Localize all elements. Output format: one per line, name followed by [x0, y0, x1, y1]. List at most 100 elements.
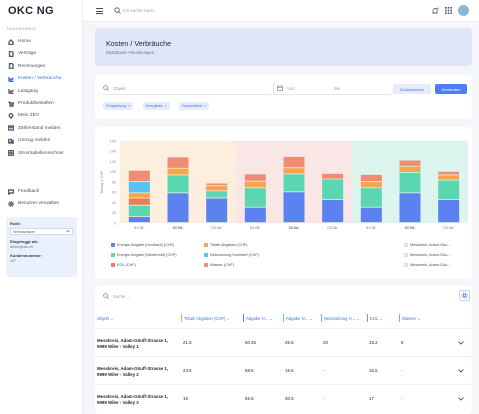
legend-item[interactable]: Energie Abgabe (Niedertarif) (CHF)	[111, 253, 177, 257]
filter-chip[interactable]: Gruppierung ×	[103, 102, 134, 110]
bar-segment	[399, 172, 421, 193]
close-icon[interactable]: ×	[203, 104, 207, 108]
close-icon[interactable]: ×	[164, 104, 167, 108]
value-cell: 17	[369, 396, 374, 401]
top-bar: Ich suche nach...	[83, 0, 479, 22]
chevron-down-icon	[66, 230, 70, 233]
value-cell: 15.2	[369, 340, 378, 345]
legend-item-group[interactable]: Messkreis, Adam-Göu...	[404, 253, 451, 257]
chevron-down-icon[interactable]	[458, 397, 464, 401]
global-search-input[interactable]: Ich suche nach...	[123, 8, 158, 13]
table-settings-button[interactable]	[459, 290, 470, 301]
sidebar-item-label: Lastgang	[18, 88, 38, 94]
chevron-down-icon[interactable]	[458, 369, 464, 373]
legend-item[interactable]: Totale Abgaben (CHF)	[204, 243, 248, 247]
sidebar-item-kosten-verbr-uche[interactable]: Kosten / Verbräuche	[4, 73, 80, 84]
legend-item[interactable]: Netznutzung Hochtarif (CHF)	[204, 253, 259, 257]
x-tick-label: 02.08.	[405, 226, 416, 230]
legend-item-group[interactable]: Messkreis, Adam-Göu...	[404, 263, 451, 267]
bar-segment	[283, 174, 305, 192]
filter-chip[interactable]: Energieart ×	[143, 102, 170, 110]
menu-icon[interactable]	[96, 8, 103, 15]
sidebar-item-feedback[interactable]: Feedback	[4, 186, 80, 197]
value-cell: 60.45	[245, 340, 256, 345]
reset-button[interactable]: Zurücksetzen	[393, 84, 431, 94]
sidebar-item-benutzer-verwalten[interactable]: Benutzer verwalten	[4, 198, 80, 209]
y-tick-label: 20	[112, 211, 116, 215]
apply-button[interactable]: Anwenden	[435, 84, 467, 94]
bar-segment	[399, 193, 421, 223]
value-cell: 20	[323, 340, 328, 345]
legend-item-group[interactable]: Messkreis, Adam-Göu...	[404, 243, 451, 247]
sidebar-item-umzug-melden[interactable]: Umzug melden	[4, 135, 80, 146]
bar-segment	[244, 188, 266, 207]
search-icon	[103, 293, 109, 299]
legend-item[interactable]: EOL (CHF)	[111, 263, 136, 267]
legend-label: Netznutzung Hochtarif (CHF)	[210, 253, 259, 257]
bar-segment	[438, 180, 460, 200]
date-to-field[interactable]: Bis	[331, 82, 391, 95]
table-column-header[interactable]: Totale Abgaben (CHF) ⌄	[181, 314, 230, 322]
sidebar-item-label: Home	[18, 39, 31, 44]
table-column-header[interactable]: Objekt ⌄	[95, 314, 114, 322]
sidebar-item-label: Stromtabellenrechner	[18, 150, 64, 156]
y-tick-label: 100	[110, 170, 116, 174]
bar-segment	[360, 174, 382, 182]
table-column-header[interactable]: EOL ⌄	[367, 314, 383, 322]
file-icon	[7, 63, 14, 70]
sidebar-item-mein-zev[interactable]: Mein ZEV	[4, 110, 80, 121]
table-column-header[interactable]: Abgabe H... ⌄	[243, 314, 273, 322]
legend-label: Messkreis, Adam-Göu...	[410, 263, 451, 267]
table-column-header[interactable]: Wasser ⌄	[399, 314, 421, 322]
chevron-down-icon[interactable]	[458, 341, 464, 345]
legend-item[interactable]: Energie Abgabe (Hochtarif) (CHF)	[111, 243, 174, 247]
role-select[interactable]: Verbrauchsner	[10, 228, 73, 235]
bar-segment	[128, 205, 150, 217]
table-column-header[interactable]: Abgabe N... ⌄	[283, 314, 313, 322]
filter-chip[interactable]: Gesamtsicht ×	[179, 102, 210, 110]
y-tick-label: 120	[110, 160, 116, 164]
legend-swatch	[404, 263, 408, 267]
bell-icon[interactable]	[431, 7, 439, 15]
chat-icon	[7, 188, 14, 195]
legend-label: Totale Abgaben (CHF)	[210, 243, 248, 247]
date-from-field[interactable]: Von	[273, 82, 329, 95]
sidebar-item-z-hlerstand-melden[interactable]: Zählerstand melden	[4, 123, 80, 134]
table-column-header[interactable]: Netznutzung H... ⌄	[321, 314, 360, 322]
bar-segment	[167, 168, 189, 175]
value-cell: 15.5	[369, 368, 378, 373]
legend-item[interactable]: Wasser (CHF)	[204, 263, 234, 267]
sidebar-item-produktbestellen[interactable]: Produktbestellen	[4, 98, 80, 109]
value-cell: 23.5	[183, 368, 192, 373]
bulb-icon	[7, 112, 14, 119]
sidebar-item-vertr-ge[interactable]: Verträge	[4, 48, 80, 59]
sidebar-item-rechnungen[interactable]: Rechnungen	[4, 61, 80, 72]
table-row[interactable]: Messkreis, Adam-Göuff-Strasse 1, 9999 Wi…	[95, 356, 472, 384]
sidebar-item-label: Rechnungen	[18, 63, 46, 69]
sidebar-item-lastgang[interactable]: Lastgang	[4, 86, 80, 97]
object-filter-field[interactable]: Objekt	[103, 82, 271, 95]
grid-icon	[7, 150, 14, 157]
table-row[interactable]: Messkreis, Adam-Göuff-Strasse 1, 9999 Wi…	[95, 384, 472, 412]
legend-label: Messkreis, Adam-Göu...	[410, 243, 451, 247]
bar-segment	[128, 182, 150, 193]
chart-icon	[7, 75, 14, 82]
sidebar-item-home[interactable]: Home	[4, 36, 80, 47]
table-search-placeholder: Suche ...	[113, 293, 131, 299]
legend-swatch	[111, 253, 115, 257]
avatar[interactable]	[458, 5, 469, 16]
table-row[interactable]: Messkreis, Adam-Göuff-Strasse 1, 9999 Wi…	[95, 328, 472, 356]
legend-swatch	[204, 263, 208, 267]
y-tick-label: 40	[112, 201, 116, 205]
table-search-field[interactable]: Suche ...	[103, 293, 130, 299]
apps-grid-icon[interactable]	[445, 7, 452, 14]
y-tick-label: 140	[110, 150, 116, 154]
truck-icon	[7, 137, 14, 144]
legend-swatch	[404, 253, 408, 257]
sidebar-item-stromtabellenrechner[interactable]: Stromtabellenrechner	[4, 148, 80, 159]
y-tick-label: 160	[110, 139, 116, 143]
close-icon[interactable]: ×	[127, 104, 131, 108]
bar-segment	[399, 160, 421, 166]
bar-segment	[128, 216, 150, 223]
value-cell: 30.5	[285, 396, 294, 401]
